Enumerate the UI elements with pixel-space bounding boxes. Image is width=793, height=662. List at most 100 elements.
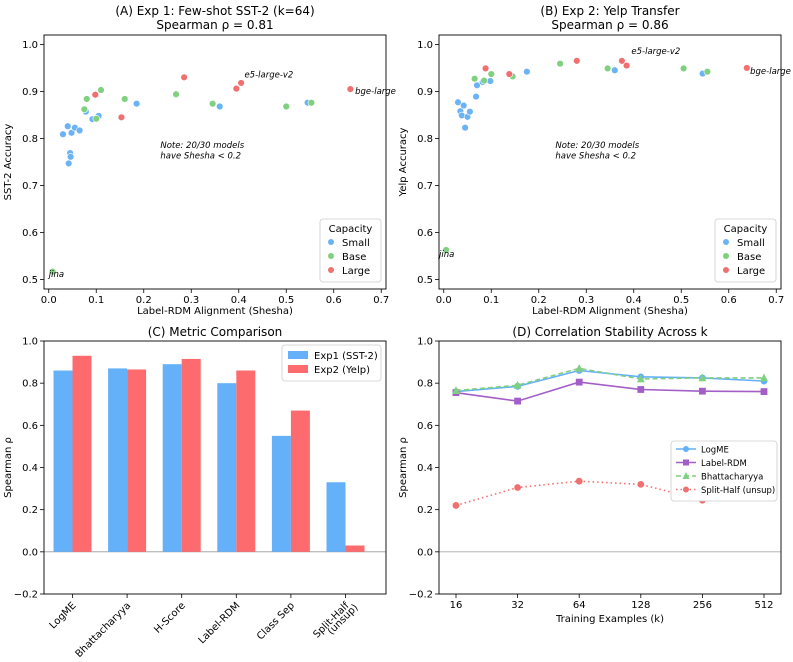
legend-label: Exp1 (SST-2) [314, 351, 378, 362]
data-point-small [461, 123, 469, 132]
x-tick-label: 0.7 [768, 295, 784, 306]
x-tick-label: 0.6 [721, 295, 737, 306]
y-tick-label: 0.0 [417, 547, 433, 558]
y-tick-label: 0.9 [417, 87, 433, 98]
legend-label: Base [737, 252, 761, 263]
bar-exp1 [217, 383, 237, 552]
legend-marker-base [328, 253, 334, 259]
data-point-bhattacharyya [698, 373, 707, 382]
panel-title: (C) Metric Comparison [148, 325, 283, 339]
bar-exp1 [53, 370, 73, 552]
x-axis-label: Label-RDM Alignment (Shesha) [137, 306, 293, 317]
legend-marker [683, 459, 689, 466]
x-tick-label: 0.0 [436, 295, 452, 306]
x-tick-label: 0.2 [136, 295, 152, 306]
data-point-bhattacharyya [760, 373, 768, 382]
y-tick-label: 1.0 [417, 337, 433, 348]
x-tick-label: 0.5 [278, 295, 294, 306]
model-label: jina [48, 270, 64, 280]
legend-box [319, 218, 382, 283]
y-tick-label: 1.0 [417, 40, 433, 51]
data-point-small [473, 81, 481, 90]
x-tick-label: 64 [573, 600, 586, 611]
data-point-large [232, 84, 241, 93]
legend-label: Base [342, 252, 366, 263]
data-point-base [603, 64, 612, 73]
y-tick-label: 0.7 [22, 181, 38, 192]
y-tick-label: 1.0 [22, 337, 38, 348]
data-point-small [486, 77, 494, 85]
legend-label: Label-RDM [701, 459, 747, 469]
x-tick-label: LogME [48, 600, 79, 631]
y-axis-label: Spearman ρ [398, 437, 409, 498]
bar-exp2 [236, 370, 256, 552]
data-point-small [64, 159, 73, 168]
data-point-base [172, 90, 180, 98]
data-point-small [523, 67, 531, 76]
x-tick-label: Bhattacharyya [74, 600, 134, 660]
y-tick-label: −0.2 [14, 590, 38, 601]
y-tick-label: 0.5 [22, 275, 38, 286]
data-point-small [132, 99, 141, 108]
data-point-large [91, 91, 100, 99]
data-point-base [556, 59, 564, 68]
y-tick-label: 0.0 [22, 547, 38, 558]
legend-marker [683, 446, 689, 452]
data-point-small [472, 92, 480, 101]
y-tick-label: 0.8 [417, 379, 433, 390]
bar-exp2 [127, 369, 147, 552]
data-point-large [481, 64, 490, 73]
y-axis-label: Yelp Accuracy [398, 127, 409, 197]
model-label: jina [438, 250, 454, 260]
y-tick-label: 0.9 [22, 87, 38, 98]
data-point-bhattacharyya [575, 364, 584, 372]
bar-exp2 [72, 355, 92, 552]
x-tick-label: 512 [754, 600, 773, 611]
data-point-base [80, 105, 89, 114]
x-tick-label: 32 [511, 600, 524, 611]
legend-label: Exp2 (Yelp) [314, 365, 370, 376]
y-tick-label: 0.8 [22, 379, 38, 390]
y-tick-label: 0.4 [22, 463, 38, 474]
bar-exp1 [326, 482, 346, 552]
x-tick-label: Label-RDM [197, 600, 243, 646]
data-point-base [208, 99, 217, 108]
data-point-small [454, 98, 462, 106]
panel-title: (D) Correlation Stability Across k [512, 325, 707, 339]
x-tick-label: 0.0 [41, 295, 57, 306]
legend-marker-base [723, 253, 729, 259]
x-axis-label: Label-RDM Alignment (Shesha) [532, 306, 688, 317]
y-tick-label: 0.8 [22, 134, 38, 145]
x-tick-label: 0.4 [231, 295, 247, 306]
y-tick-label: 0.2 [22, 505, 38, 516]
data-point-base [679, 64, 688, 73]
data-point-base [442, 246, 450, 254]
y-tick-label: 0.2 [417, 505, 433, 516]
y-tick-label: 0.6 [22, 228, 38, 239]
x-tick-label: 0.1 [483, 295, 499, 306]
data-point-large [622, 61, 631, 70]
data-point-base [307, 99, 316, 107]
data-point-large [346, 85, 355, 93]
annotation-note: have Shesha < 0.2 [160, 151, 241, 161]
x-axis-label: Training Examples (k) [555, 614, 664, 625]
y-tick-label: −0.2 [409, 590, 433, 601]
data-point-base [48, 267, 57, 276]
legend-label: Small [737, 238, 765, 249]
panel-title: (B) Exp 2: Yelp Transfer [540, 4, 679, 18]
x-tick-label: 0.6 [326, 295, 342, 306]
legend-marker [683, 486, 689, 493]
data-point-label-rdm [699, 387, 706, 395]
data-point-small [59, 130, 67, 138]
x-tick-label: 0.4 [626, 295, 642, 306]
legend-marker-large [328, 267, 334, 273]
data-point-base [121, 95, 129, 103]
data-point-small [75, 126, 84, 135]
y-tick-label: 0.6 [417, 421, 433, 432]
data-point-label-rdm [760, 388, 768, 395]
plot-frame [43, 34, 387, 290]
x-tick-label: Class Sep [255, 600, 297, 642]
legend-label: Large [737, 266, 765, 277]
legend-label: Split-Half (unsup) [701, 486, 775, 496]
data-point-base [92, 115, 100, 123]
